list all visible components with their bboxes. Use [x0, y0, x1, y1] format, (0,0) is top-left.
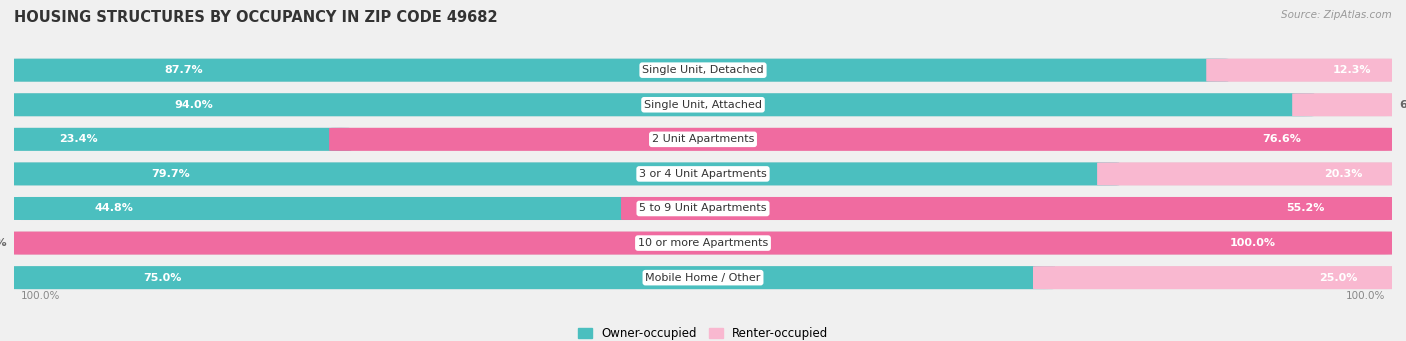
Text: Single Unit, Attached: Single Unit, Attached [644, 100, 762, 110]
FancyBboxPatch shape [10, 266, 1054, 289]
Text: 12.3%: 12.3% [1333, 65, 1372, 75]
Text: 0.0%: 0.0% [0, 238, 7, 248]
Text: 2 Unit Apartments: 2 Unit Apartments [652, 134, 754, 144]
FancyBboxPatch shape [10, 232, 1396, 255]
Text: 5 to 9 Unit Apartments: 5 to 9 Unit Apartments [640, 204, 766, 213]
FancyBboxPatch shape [1206, 59, 1396, 82]
Legend: Owner-occupied, Renter-occupied: Owner-occupied, Renter-occupied [572, 322, 834, 341]
FancyBboxPatch shape [1033, 266, 1396, 289]
FancyBboxPatch shape [621, 197, 1396, 220]
FancyBboxPatch shape [10, 197, 643, 220]
FancyBboxPatch shape [10, 162, 1396, 186]
Text: 75.0%: 75.0% [143, 273, 183, 283]
FancyBboxPatch shape [10, 266, 1396, 289]
Text: 20.3%: 20.3% [1324, 169, 1362, 179]
Text: 25.0%: 25.0% [1319, 273, 1358, 283]
FancyBboxPatch shape [10, 232, 1396, 255]
Text: 79.7%: 79.7% [152, 169, 190, 179]
FancyBboxPatch shape [329, 128, 1396, 151]
Text: 10 or more Apartments: 10 or more Apartments [638, 238, 768, 248]
Text: 44.8%: 44.8% [94, 204, 134, 213]
Text: Mobile Home / Other: Mobile Home / Other [645, 273, 761, 283]
Text: 6.0%: 6.0% [1399, 100, 1406, 110]
FancyBboxPatch shape [10, 162, 1119, 186]
Text: 87.7%: 87.7% [165, 65, 202, 75]
FancyBboxPatch shape [10, 197, 1396, 220]
Text: 100.0%: 100.0% [1230, 238, 1275, 248]
FancyBboxPatch shape [10, 128, 1396, 151]
Text: 94.0%: 94.0% [174, 100, 214, 110]
FancyBboxPatch shape [1097, 162, 1396, 186]
Text: 100.0%: 100.0% [1346, 291, 1385, 301]
Text: Source: ZipAtlas.com: Source: ZipAtlas.com [1281, 10, 1392, 20]
FancyBboxPatch shape [1292, 93, 1396, 116]
Text: Single Unit, Detached: Single Unit, Detached [643, 65, 763, 75]
Text: 55.2%: 55.2% [1286, 204, 1324, 213]
FancyBboxPatch shape [10, 93, 1315, 116]
FancyBboxPatch shape [10, 128, 352, 151]
Text: 3 or 4 Unit Apartments: 3 or 4 Unit Apartments [640, 169, 766, 179]
Text: HOUSING STRUCTURES BY OCCUPANCY IN ZIP CODE 49682: HOUSING STRUCTURES BY OCCUPANCY IN ZIP C… [14, 10, 498, 25]
FancyBboxPatch shape [10, 59, 1229, 82]
Text: 100.0%: 100.0% [21, 291, 60, 301]
FancyBboxPatch shape [10, 59, 1396, 82]
Text: 76.6%: 76.6% [1263, 134, 1302, 144]
FancyBboxPatch shape [10, 93, 1396, 116]
Text: 23.4%: 23.4% [59, 134, 98, 144]
